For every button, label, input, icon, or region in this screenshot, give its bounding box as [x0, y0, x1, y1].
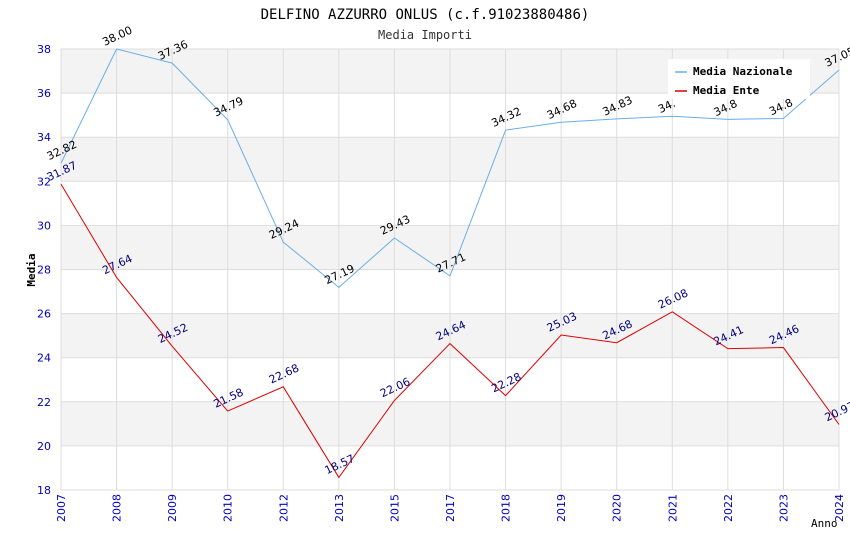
- x-axis-ticks: 2007 2008 2009 2010 2012 2013 2015 2017 2018 2019…: [55, 494, 846, 522]
- y-axis-ticks: 18 20 22 24 26 28 30 32 34 36 38: [37, 43, 51, 497]
- x-tick-label: 2023: [777, 494, 790, 522]
- x-tick-label: 2022: [722, 494, 735, 522]
- series-lines: [60, 48, 840, 479]
- y-tick-label: 20: [37, 440, 51, 453]
- x-tick-label: 2017: [444, 494, 457, 522]
- x-tick-label: 2015: [388, 494, 401, 522]
- x-tick-label: 2019: [555, 494, 568, 522]
- y-tick-label: 32: [37, 175, 51, 188]
- y-tick-label: 24: [37, 352, 51, 365]
- y-tick-label: 36: [37, 87, 51, 100]
- legend-label-nazionale: Media Nazionale: [693, 65, 793, 78]
- x-tick-label: 2010: [222, 494, 235, 522]
- x-tick-label: 2008: [111, 494, 124, 522]
- y-tick-label: 22: [37, 396, 51, 409]
- data-label: 38.00: [100, 24, 134, 49]
- x-tick-label: 2024: [833, 494, 846, 522]
- y-tick-label: 18: [37, 484, 51, 497]
- chart-title: DELFINO AZZURRO ONLUS (c.f.91023880486): [261, 7, 590, 23]
- y-tick-label: 28: [37, 264, 51, 277]
- chart-subtitle: Media Importi: [378, 28, 472, 42]
- y-tick-label: 34: [37, 131, 51, 144]
- x-tick-label: 2013: [333, 494, 346, 522]
- legend: Media Nazionale Media Ente: [668, 59, 810, 99]
- x-tick-label: 2018: [500, 494, 513, 522]
- x-axis-title: Anno: [811, 517, 838, 530]
- series-line-1: [60, 183, 840, 479]
- grid-lines: [60, 48, 840, 491]
- x-tick-label: 2007: [55, 494, 68, 522]
- series-line-0: [60, 48, 840, 289]
- legend-label-ente: Media Ente: [693, 84, 760, 97]
- x-tick-label: 2009: [166, 494, 179, 522]
- x-tick-label: 2012: [277, 494, 290, 522]
- legend-box: [668, 59, 810, 99]
- y-tick-label: 38: [37, 43, 51, 56]
- x-tick-label: 2020: [611, 494, 624, 522]
- x-tick-label: 2021: [666, 494, 679, 522]
- y-tick-label: 30: [37, 219, 51, 232]
- y-axis-title: Media: [25, 253, 38, 286]
- y-tick-label: 26: [37, 308, 51, 321]
